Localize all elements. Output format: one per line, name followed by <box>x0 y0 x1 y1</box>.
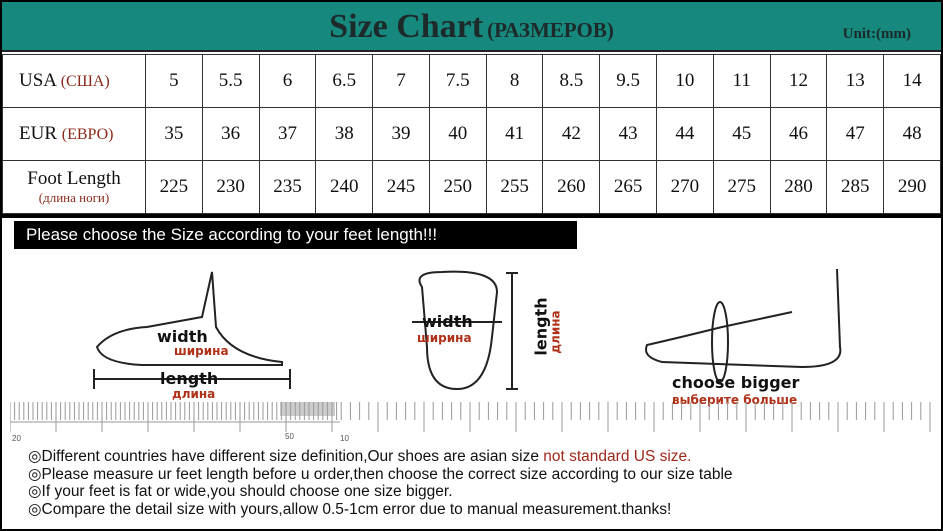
table-cell: 40 <box>428 107 487 161</box>
table-cell: 245 <box>372 160 430 214</box>
row-label: EUR (ЕВРО) <box>2 107 146 161</box>
table-cell: 240 <box>315 160 374 214</box>
table-row: Foot Length (длина ноги) 225 230 235 240 245 25… <box>2 160 941 214</box>
top-foot-icon <box>418 270 499 391</box>
row-label-ru: (США) <box>60 73 110 90</box>
table-cell: 36 <box>201 107 260 161</box>
table-cell: 8.5 <box>542 54 601 108</box>
note-item: ◎Different countries have different size… <box>28 448 733 466</box>
table-cell: 225 <box>145 160 203 214</box>
table-cell: 35 <box>145 107 203 161</box>
table-cell: 5.5 <box>201 54 260 108</box>
header-band: Size Chart (РАЗМЕРОВ) Unit:(mm) <box>2 2 941 52</box>
foot-illustrations: width ширина length длина width ширина l… <box>2 257 941 407</box>
ruler-ticks <box>9 402 931 432</box>
unit-label: Unit:(mm) <box>842 26 911 42</box>
table-cell: 48 <box>883 107 941 161</box>
row-label-en: EUR <box>19 123 57 144</box>
top-width-ru: ширина <box>417 331 472 345</box>
ruler-label: 10 <box>340 434 349 443</box>
table-cell: 7 <box>372 54 430 108</box>
top-length-ru: длина <box>548 310 563 354</box>
table-row: EUR (ЕВРО) 35 36 37 38 39 40 41 42 43 44 45 46 47 48 <box>2 107 941 161</box>
table-cell: 10 <box>656 54 714 108</box>
note-highlight: not standard US size. <box>543 448 692 465</box>
row-label-ru: (ЕВРО) <box>61 126 114 143</box>
row-label: Foot Length (длина ноги) <box>2 160 146 214</box>
table-cell: 37 <box>258 107 317 161</box>
table-cell: 9.5 <box>599 54 658 108</box>
table-cell: 230 <box>201 160 260 214</box>
table-cell: 38 <box>315 107 374 161</box>
ruler-label: 20 <box>12 434 21 443</box>
instruction-banner: Please choose the Size according to your… <box>14 221 577 249</box>
table-cell: 12 <box>769 54 828 108</box>
note-text: ◎Different countries have different size… <box>28 448 544 465</box>
ruler: 20 50 10 <box>9 400 935 443</box>
table-cell: 265 <box>599 160 658 214</box>
side-width-ru: ширина <box>174 344 229 358</box>
table-cell: 45 <box>712 107 771 161</box>
note-item: ◎Compare the detail size with yours,allo… <box>28 500 672 518</box>
table-cell: 47 <box>826 107 885 161</box>
table-cell: 250 <box>428 160 487 214</box>
row-label-ru: (длина ноги) <box>38 190 110 205</box>
divider <box>2 214 941 218</box>
table-cell: 290 <box>883 160 941 214</box>
table-cell: 44 <box>656 107 714 161</box>
title-text: Size Chart <box>329 8 484 45</box>
ruler-label: 50 <box>285 432 294 441</box>
table-cell: 13 <box>826 54 885 108</box>
row-label-en: Foot Length <box>27 168 121 189</box>
table-cell: 11 <box>712 54 771 108</box>
toe-foot-icon <box>645 268 842 369</box>
row-label: USA (США) <box>2 54 146 108</box>
side-length-label: length <box>160 369 219 388</box>
table-cell: 46 <box>769 107 828 161</box>
table-cell: 6.5 <box>315 54 374 108</box>
table-cell: 14 <box>883 54 941 108</box>
table-cell: 255 <box>485 160 544 214</box>
table-cell: 43 <box>599 107 658 161</box>
top-width-label: width <box>422 312 473 331</box>
note-item: ◎If your feet is fat or wide,you should … <box>28 483 453 500</box>
table-cell: 285 <box>826 160 885 214</box>
side-foot-icon <box>95 271 283 366</box>
table-cell: 235 <box>258 160 317 214</box>
page-title: Size Chart (РАЗМЕРОВ) <box>2 8 941 46</box>
table-cell: 39 <box>372 107 430 161</box>
table-cell: 6 <box>258 54 317 108</box>
foot-drawings <box>93 268 842 391</box>
table-cell: 42 <box>542 107 601 161</box>
title-ru: (РАЗМЕРОВ) <box>487 18 614 42</box>
table-cell: 7.5 <box>428 54 487 108</box>
choose-bigger-label: choose bigger <box>672 373 800 392</box>
table-row: USA (США) 5 5.5 6 6.5 7 7.5 8 8.5 9.5 10 11 12 13 14 <box>2 54 941 108</box>
choose-bigger-ru: выберите больше <box>672 393 798 407</box>
table-cell: 5 <box>145 54 203 108</box>
table-cell: 275 <box>712 160 771 214</box>
table-cell: 270 <box>656 160 714 214</box>
size-table: USA (США) 5 5.5 6 6.5 7 7.5 8 8.5 9.5 10 11 12 13 14 EU… <box>2 54 941 214</box>
ruler-shade <box>280 402 335 416</box>
row-label-en: USA <box>19 70 56 91</box>
table-cell: 280 <box>769 160 828 214</box>
side-width-label: width <box>157 327 208 346</box>
table-cell: 8 <box>485 54 544 108</box>
table-cell: 260 <box>542 160 601 214</box>
note-item: ◎Please measure ur feet length before u … <box>28 465 733 483</box>
table-cell: 41 <box>485 107 544 161</box>
side-length-ru: длина <box>172 387 216 401</box>
notes-list: ◎Different countries have different size… <box>28 448 733 518</box>
